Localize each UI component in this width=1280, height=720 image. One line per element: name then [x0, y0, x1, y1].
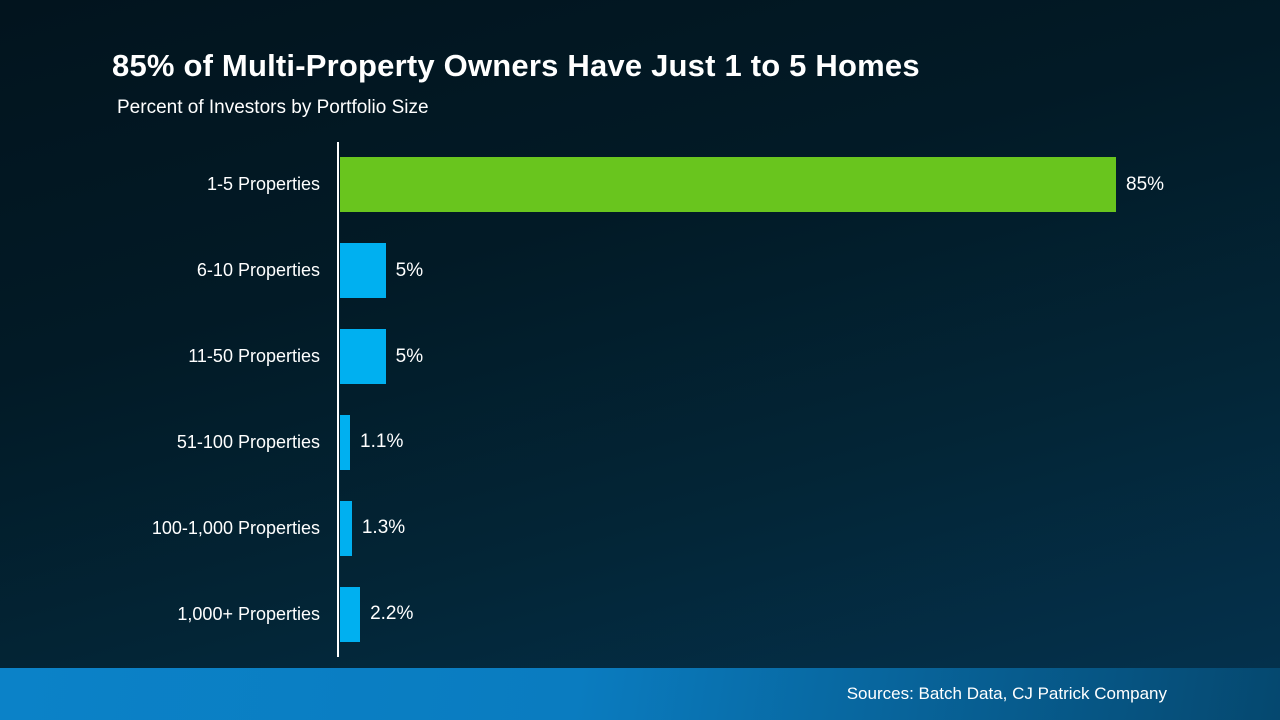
category-label: 51-100 Properties	[176, 431, 320, 452]
value-label: 5%	[395, 345, 424, 367]
bar-segment	[340, 586, 361, 642]
value-label: 1.1%	[360, 431, 404, 453]
bar-chart: 1-5 Properties 85% 6-10 Properties 5% 11-50 …	[0, 142, 1280, 657]
footer-bar: Sources: Batch Data, CJ Patrick Company	[0, 668, 1280, 720]
value-label: 5%	[395, 259, 424, 281]
category-label: 1-5 Properties	[206, 174, 320, 195]
chart-rows: 1-5 Properties 85% 6-10 Properties 5% 11-50 …	[0, 142, 1280, 657]
bar-segment	[340, 243, 386, 299]
chart-row: 51-100 Properties 1.1%	[0, 399, 1280, 485]
category-label: 11-50 Properties	[188, 346, 320, 367]
bar-segment	[340, 414, 351, 470]
chart-row: 11-50 Properties 5%	[0, 314, 1280, 400]
chart-title: 85% of Multi-Property Owners Have Just 1…	[112, 48, 920, 83]
y-axis-line	[337, 142, 339, 657]
value-label: 85%	[1126, 173, 1165, 195]
bar-segment	[340, 500, 352, 556]
chart-row: 1,000+ Properties 2.2%	[0, 571, 1280, 657]
bar-segment	[340, 157, 1116, 213]
chart-subtitle: Percent of Investors by Portfolio Size	[117, 97, 429, 118]
value-label: 2.2%	[370, 603, 414, 625]
category-label: 100-1,000 Properties	[151, 517, 320, 538]
sources-text: Sources: Batch Data, CJ Patrick Company	[846, 684, 1167, 703]
chart-row: 1-5 Properties 85%	[0, 142, 1280, 228]
category-label: 1,000+ Properties	[177, 603, 320, 624]
category-label: 6-10 Properties	[196, 260, 320, 281]
bar-segment	[340, 329, 386, 385]
value-label: 1.3%	[361, 517, 406, 539]
chart-row: 6-10 Properties 5%	[0, 228, 1280, 314]
chart-row: 100-1,000 Properties 1.3%	[0, 485, 1280, 571]
